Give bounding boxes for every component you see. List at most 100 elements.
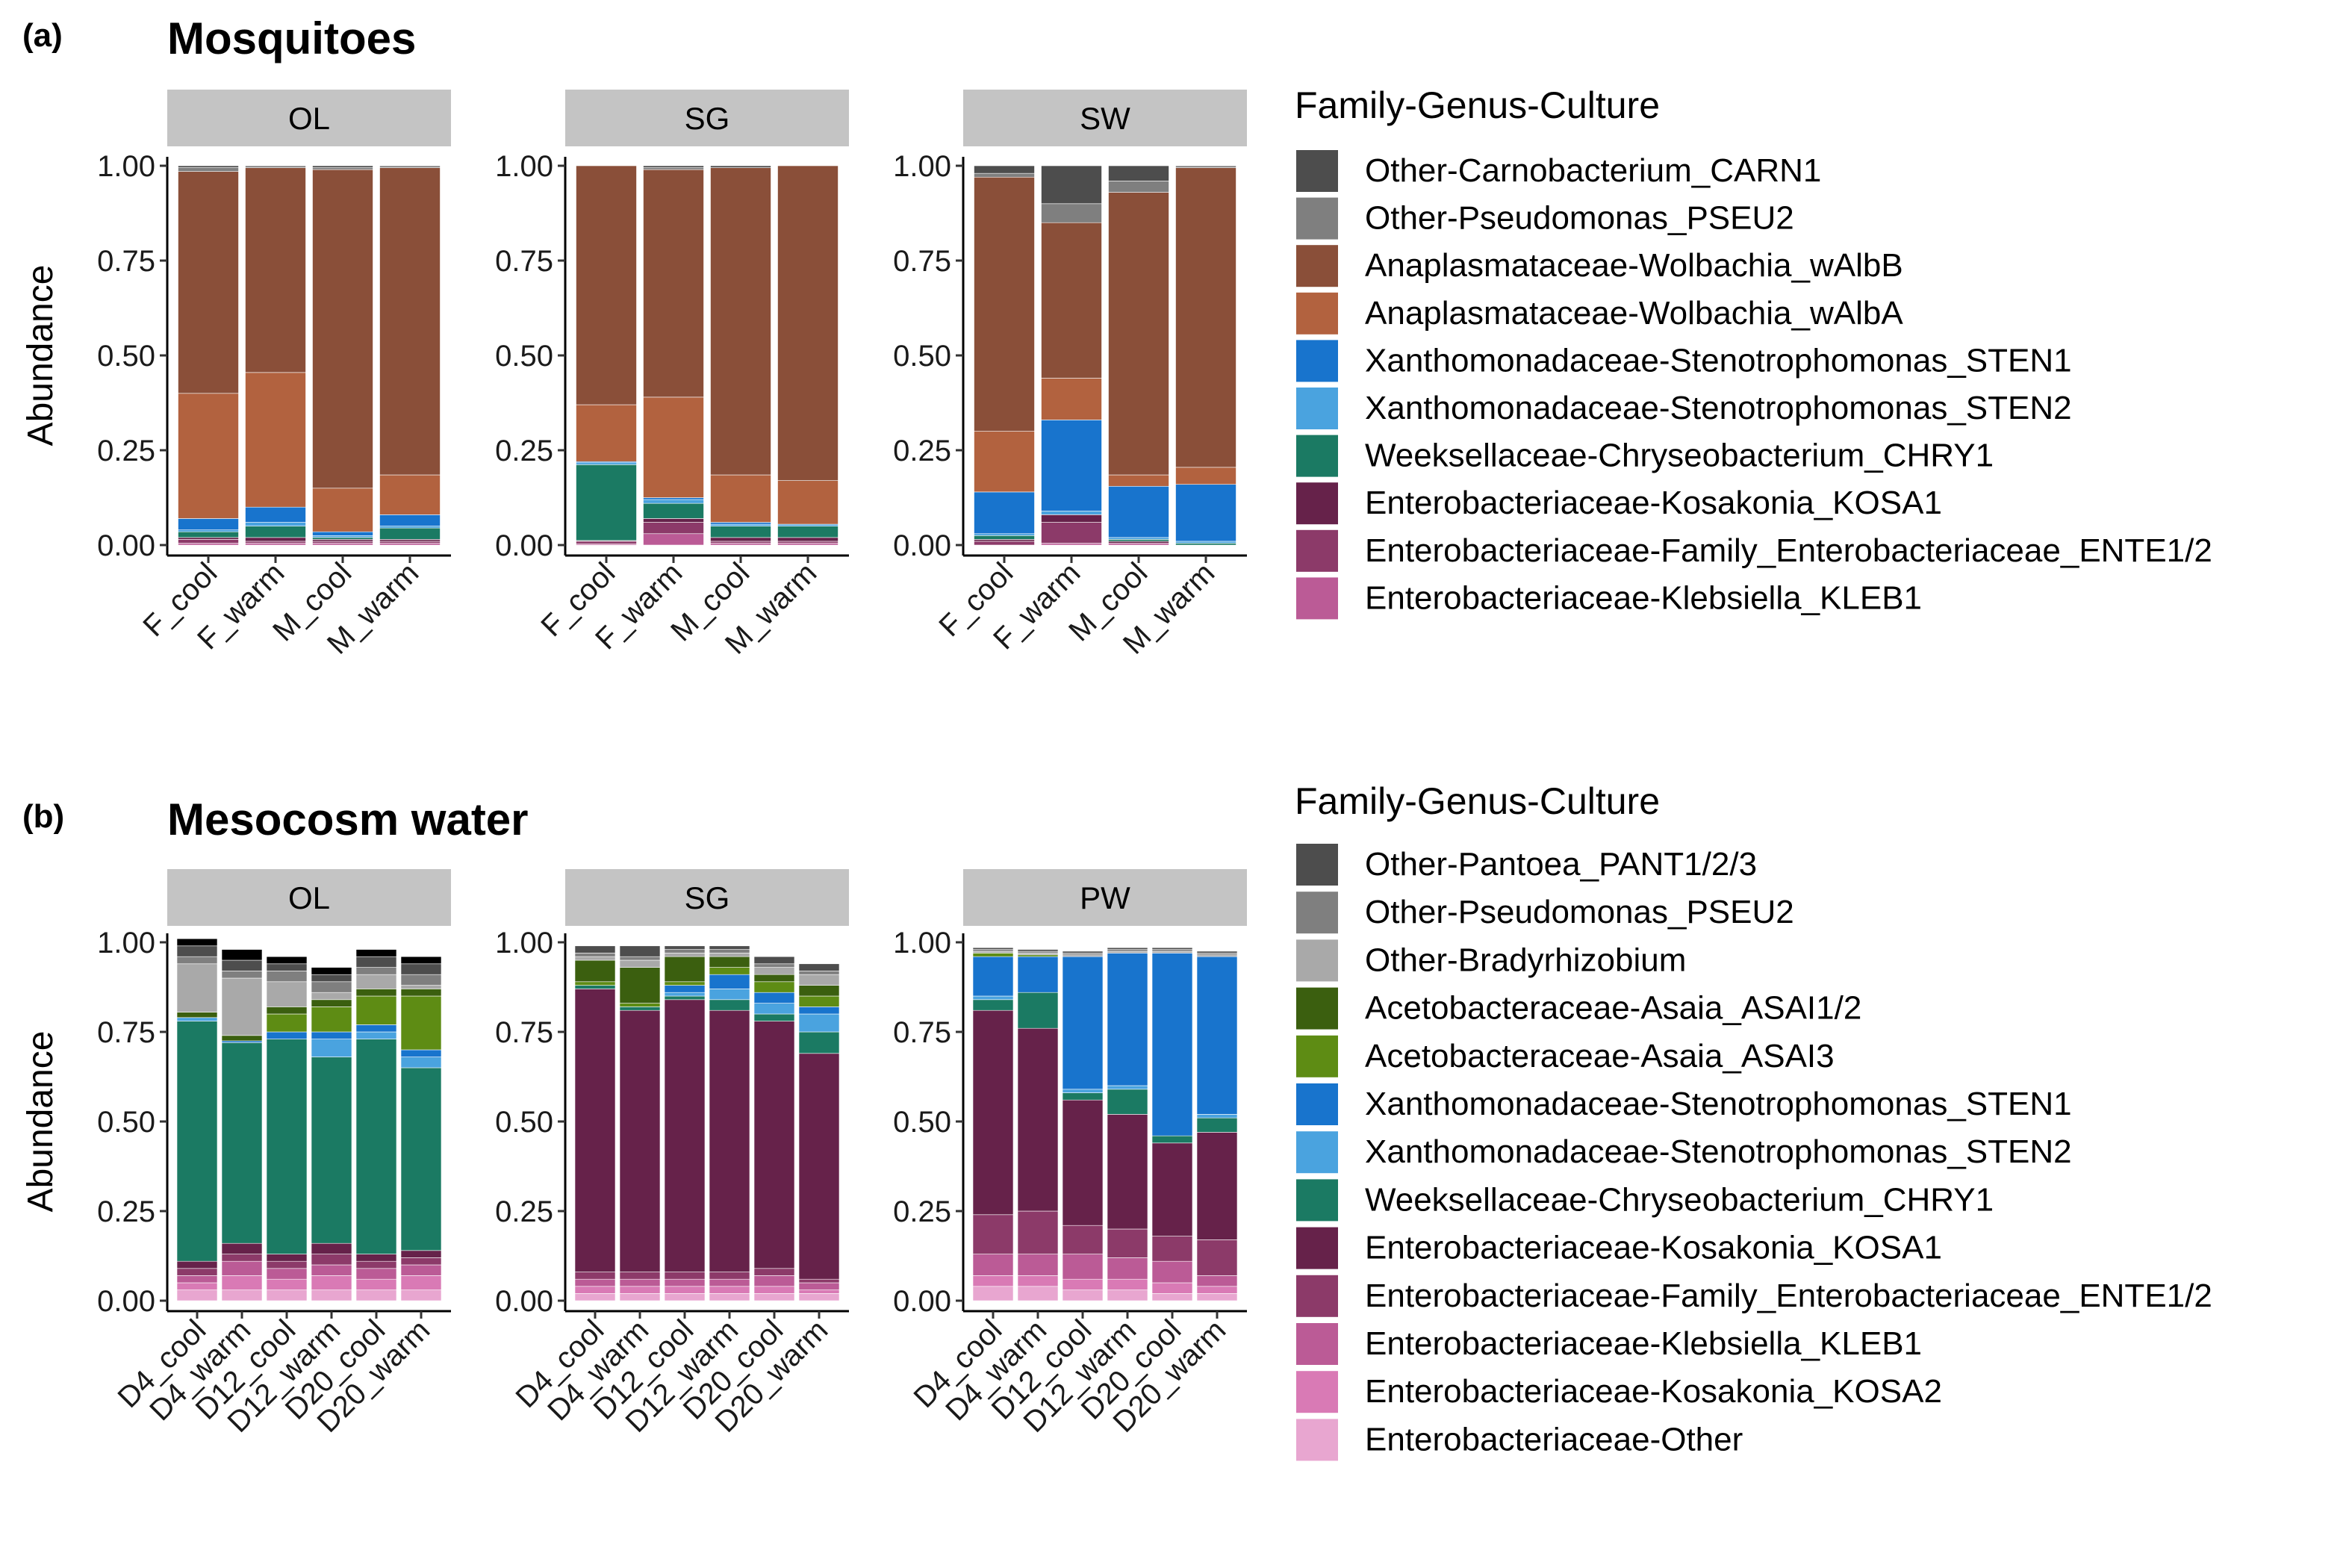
bar-segment [1151,1293,1193,1301]
bar-segment [619,1286,661,1294]
bar-segment [643,518,704,523]
bar-segment [176,956,218,965]
bar-segment [972,1009,1014,1216]
bar-segment [355,1039,397,1254]
bar-segment [1175,541,1236,544]
y-tick-label: 0.50 [495,340,553,373]
bar-segment [576,404,637,462]
bar-segment [1196,1239,1238,1276]
bar-segment [266,1013,308,1033]
legend-item-label: Other-Pantoea_PANT1/2/3 [1365,846,1757,883]
y-tick-label: 0.25 [97,1195,155,1228]
bar-segment [1196,1114,1238,1119]
bar-segment [798,985,840,997]
bar-segment [312,535,373,538]
bar-segment [178,543,239,546]
bar-segment [798,1282,840,1290]
bar-segment [1062,1092,1104,1101]
bar-segment [266,1289,308,1301]
bar-segment [777,523,839,526]
bar-segment [1062,1254,1104,1280]
facet-strip [565,90,849,146]
bar-segment [1062,1099,1104,1226]
bar-segment [1108,539,1169,542]
bar-segment [753,1286,795,1294]
bar-segment [245,537,306,542]
bar-segment [221,1260,263,1276]
legend-item-label: Xanthomonadaceae-Stenotrophomonas_STEN2 [1365,390,2072,426]
bar-segment [1151,1282,1193,1294]
legend-item-label: Weeksellaceae-Chryseobacterium_CHRY1 [1365,1181,1994,1218]
bar-segment [1017,1254,1059,1276]
facet-sw: SW0.000.250.500.751.00F_coolF_warmM_cool… [893,90,1247,661]
bar-segment [1151,951,1193,953]
bar-segment [1017,954,1059,957]
bar-segment [972,1275,1014,1287]
bar-segment [1196,954,1238,957]
bar-segment [574,989,616,1272]
bar-segment [974,535,1035,540]
bar-segment [355,1268,397,1280]
bar-segment [1041,510,1102,515]
bar-segment [643,499,704,504]
bar-segment [798,963,840,971]
bar-segment [753,956,795,965]
bar-segment [798,1007,840,1015]
bar-segment [311,992,352,1001]
bar-stack-f_warm [245,165,306,546]
bar-segment [355,1024,397,1033]
bar-segment [311,1007,352,1033]
chart-panel-0: (a) Mosquitoes Abundance OL 0.00 0.25 0.50 0.75… [21,13,2212,661]
bar-segment [1062,956,1104,1090]
bar-segment [266,1007,308,1015]
bar-segment [574,1293,616,1301]
bar-segment [574,945,616,953]
bar-segment [753,1293,795,1301]
bar-segment [1175,484,1236,542]
bar-segment [709,1278,750,1287]
y-tick-label: 0.00 [893,1285,951,1318]
bar-segment [664,953,706,957]
bar-segment [1175,165,1236,168]
y-axis-title: Abundance [21,265,60,447]
bar-segment [355,1278,397,1290]
facet-strip-label: PW [1080,880,1130,915]
panel-label: (b) [22,798,64,835]
bar-segment [245,506,306,523]
bar-segment [266,1254,308,1262]
bar-segment [619,945,661,957]
bar-segment [400,989,442,997]
y-tick-label: 0.25 [495,435,553,467]
bar-segment [777,165,839,481]
bar-segment [619,1009,661,1272]
bar-segment [221,1275,263,1290]
y-tick-label: 0.75 [97,1016,155,1049]
legend-swatch [1296,1179,1338,1222]
bar-segment [379,527,441,540]
bar-segment [312,541,373,544]
bar-segment [664,1278,706,1287]
bar-segment [710,526,771,538]
bar-segment [312,167,373,170]
bar-segment [1151,1236,1193,1262]
bar-segment [178,529,239,532]
bar-segment [798,1013,840,1033]
bar-segment [576,541,637,544]
bar-segment [311,1264,352,1276]
bar-stack-d20_warm [400,956,442,1301]
bar-segment [753,981,795,993]
bar-stack-f_cool [576,165,637,546]
bar-stack-d12_cool [664,945,706,1301]
bar-segment [176,1260,218,1269]
bar-stack-d12_warm [709,945,750,1301]
bar-segment [379,541,441,544]
bar-segment [619,1293,661,1301]
bar-segment [178,539,239,544]
legend-item-label: Enterobacteriaceae-Kosakonia_KOSA1 [1365,1230,1942,1266]
bar-segment [619,967,661,1004]
legend-item-label: Acetobacteraceae-Asaia_ASAI3 [1365,1038,1835,1074]
y-tick-label: 0.75 [495,245,553,278]
y-tick-label: 1.00 [893,150,951,183]
bar-stack-d12_cool [1062,951,1104,1301]
bar-segment [709,1009,750,1272]
